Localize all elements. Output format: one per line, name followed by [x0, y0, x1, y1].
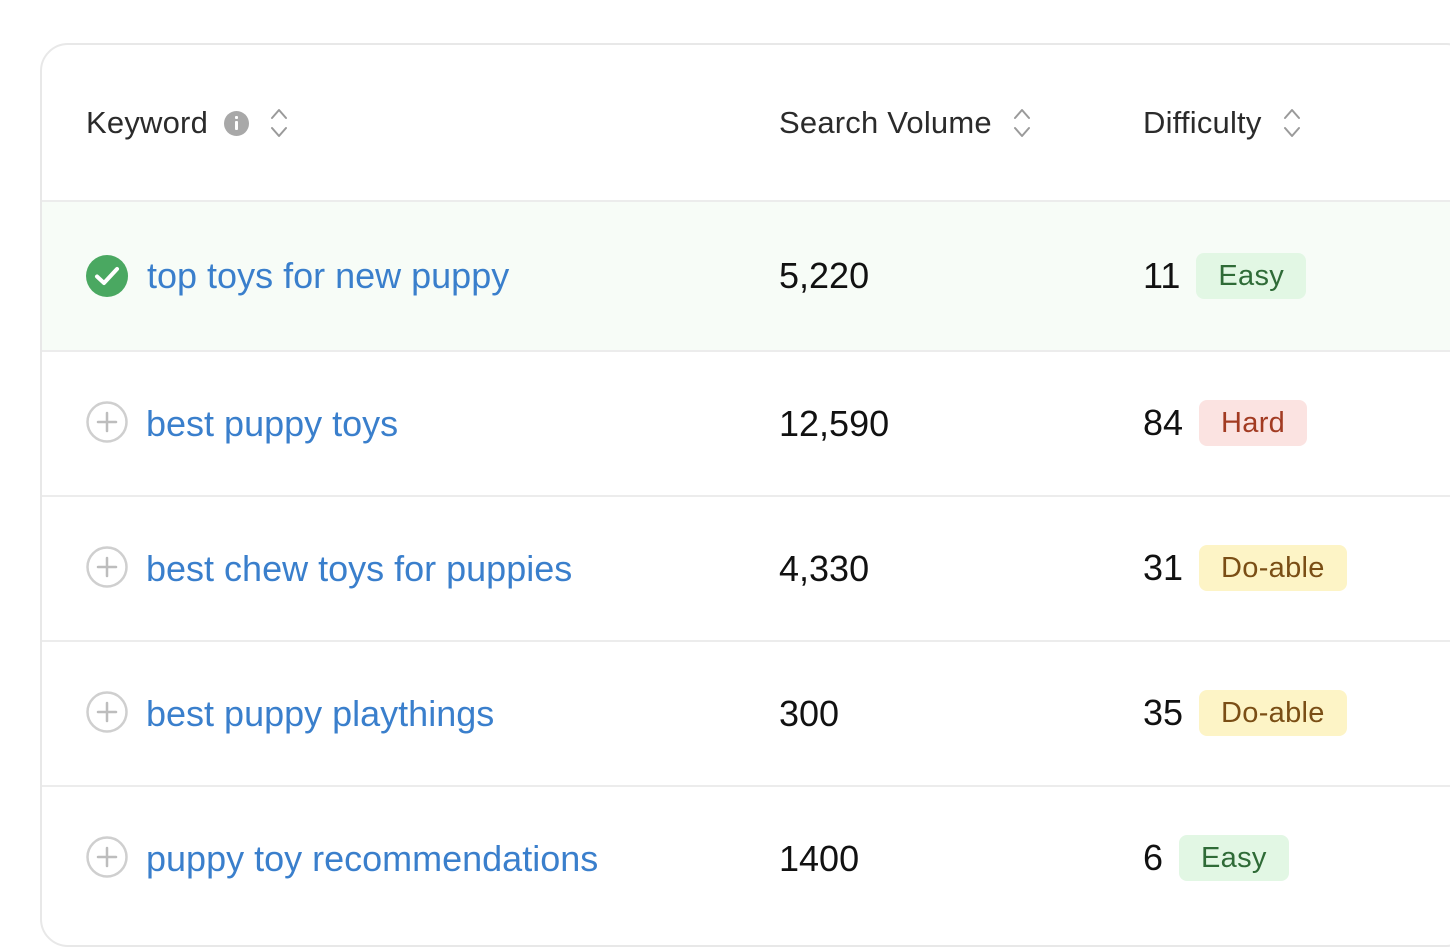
keyword-link[interactable]: best puppy playthings [146, 693, 495, 734]
search-volume-value: 5,220 [779, 255, 870, 296]
difficulty-badge: Easy [1179, 835, 1289, 881]
difficulty-header-label: Difficulty [1143, 105, 1262, 140]
difficulty-score: 6 [1143, 837, 1164, 878]
difficulty-cell: 11 Easy [1143, 253, 1307, 299]
search-volume-value: 1400 [779, 838, 860, 879]
table-row[interactable]: best puppy playthings 300 35 Do-able [42, 642, 1450, 787]
difficulty-badge: Do-able [1199, 690, 1347, 736]
search-volume-value: 4,330 [779, 548, 870, 589]
keyword-link[interactable]: top toys for new puppy [147, 255, 510, 296]
table-row[interactable]: puppy toy recommendations 1400 6 Easy [42, 787, 1450, 945]
plus-circle-icon[interactable] [86, 546, 128, 588]
sort-icon[interactable] [1012, 106, 1032, 140]
difficulty-score: 84 [1143, 402, 1184, 443]
table-row[interactable]: best chew toys for puppies 4,330 31 Do-a… [42, 497, 1450, 642]
plus-circle-icon[interactable] [86, 691, 128, 733]
difficulty-badge: Do-able [1199, 545, 1347, 591]
difficulty-cell: 6 Easy [1143, 835, 1289, 881]
keyword-link[interactable]: best chew toys for puppies [146, 548, 573, 589]
search-volume-value: 12,590 [779, 403, 890, 444]
difficulty-score: 11 [1143, 255, 1181, 296]
difficulty-score: 35 [1143, 692, 1184, 733]
table-header: Keyword Search Volume Difficulty [42, 45, 1450, 202]
difficulty-badge: Easy [1196, 253, 1307, 299]
sort-icon[interactable] [269, 106, 289, 140]
difficulty-badge: Hard [1199, 400, 1308, 446]
search-volume-value: 300 [779, 693, 840, 734]
search-volume-header-label: Search Volume [779, 105, 992, 140]
difficulty-cell: 84 Hard [1143, 400, 1308, 446]
keyword-header-label: Keyword [86, 105, 209, 140]
difficulty-score: 31 [1143, 547, 1184, 588]
keyword-column-header[interactable]: Keyword [86, 103, 289, 143]
keyword-link[interactable]: best puppy toys [146, 403, 399, 444]
search-volume-column-header[interactable]: Search Volume [779, 103, 1032, 143]
table-row[interactable]: top toys for new puppy 5,220 11 Easy [42, 202, 1450, 352]
plus-circle-icon[interactable] [86, 836, 128, 878]
info-icon[interactable] [224, 110, 250, 136]
difficulty-column-header[interactable]: Difficulty [1143, 103, 1302, 143]
keyword-table: Keyword Search Volume Difficulty [40, 43, 1450, 947]
difficulty-cell: 35 Do-able [1143, 690, 1347, 736]
difficulty-cell: 31 Do-able [1143, 545, 1347, 591]
table-row[interactable]: best puppy toys 12,590 84 Hard [42, 352, 1450, 497]
sort-icon[interactable] [1282, 106, 1302, 140]
keyword-link[interactable]: puppy toy recommendations [146, 838, 599, 879]
plus-circle-icon[interactable] [86, 401, 128, 443]
check-circle-icon[interactable] [86, 255, 128, 297]
